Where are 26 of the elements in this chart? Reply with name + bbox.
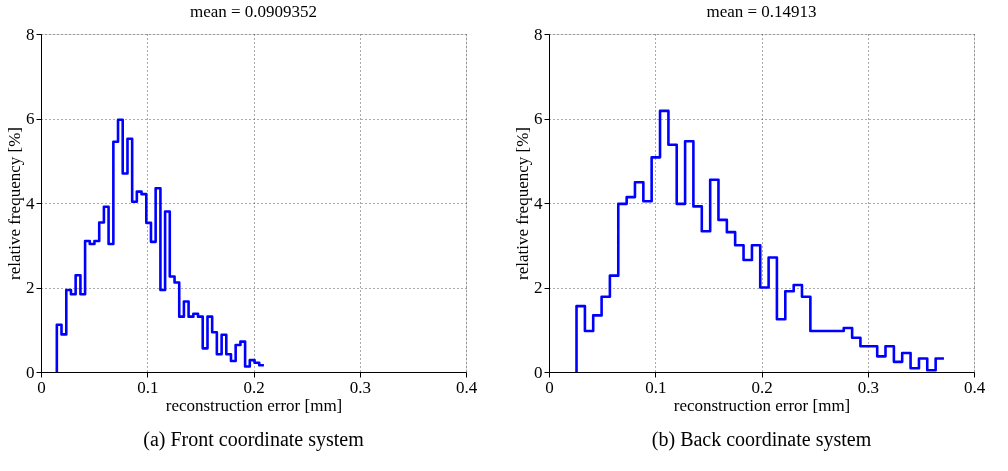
x-axis-title: reconstruction error [mm] (673, 395, 851, 415)
y-tick-label: 2 (26, 278, 35, 297)
x-axis-title: reconstruction error [mm] (165, 395, 343, 415)
y-tick-label: 0 (534, 362, 543, 382)
x-tick-label: 0.4 (963, 377, 986, 397)
x-tick-label: 0.1 (645, 377, 667, 397)
text: (b) Back coordinate system (651, 428, 872, 451)
y-axis-title: relative frequency [%] (5, 127, 24, 280)
y-tick-label: 0 (26, 362, 35, 382)
y-tick-label: 6 (534, 109, 543, 128)
chart-title: mean = 0.14913 (706, 2, 817, 21)
y-tick-label: 4 (26, 193, 35, 213)
x-tick-label: 0.2 (751, 377, 773, 397)
text: (a) Front coordinate system (143, 428, 365, 451)
chart-title: mean = 0.0909352 (189, 2, 318, 21)
y-axis-title: relative frequency [%] (513, 127, 532, 280)
y-tick-label: 8 (534, 24, 543, 44)
x-tick-label: 0.3 (349, 377, 371, 397)
y-tick-label: 4 (534, 193, 543, 213)
y-tick-label: 6 (26, 109, 35, 128)
x-tick-label: 0.3 (857, 377, 879, 397)
x-tick-label: 0.4 (455, 377, 478, 397)
x-tick-label: 0.1 (137, 377, 159, 397)
x-tick-label: 0.2 (243, 377, 265, 397)
y-tick-label: 2 (534, 278, 543, 297)
y-tick-label: 8 (26, 24, 35, 44)
